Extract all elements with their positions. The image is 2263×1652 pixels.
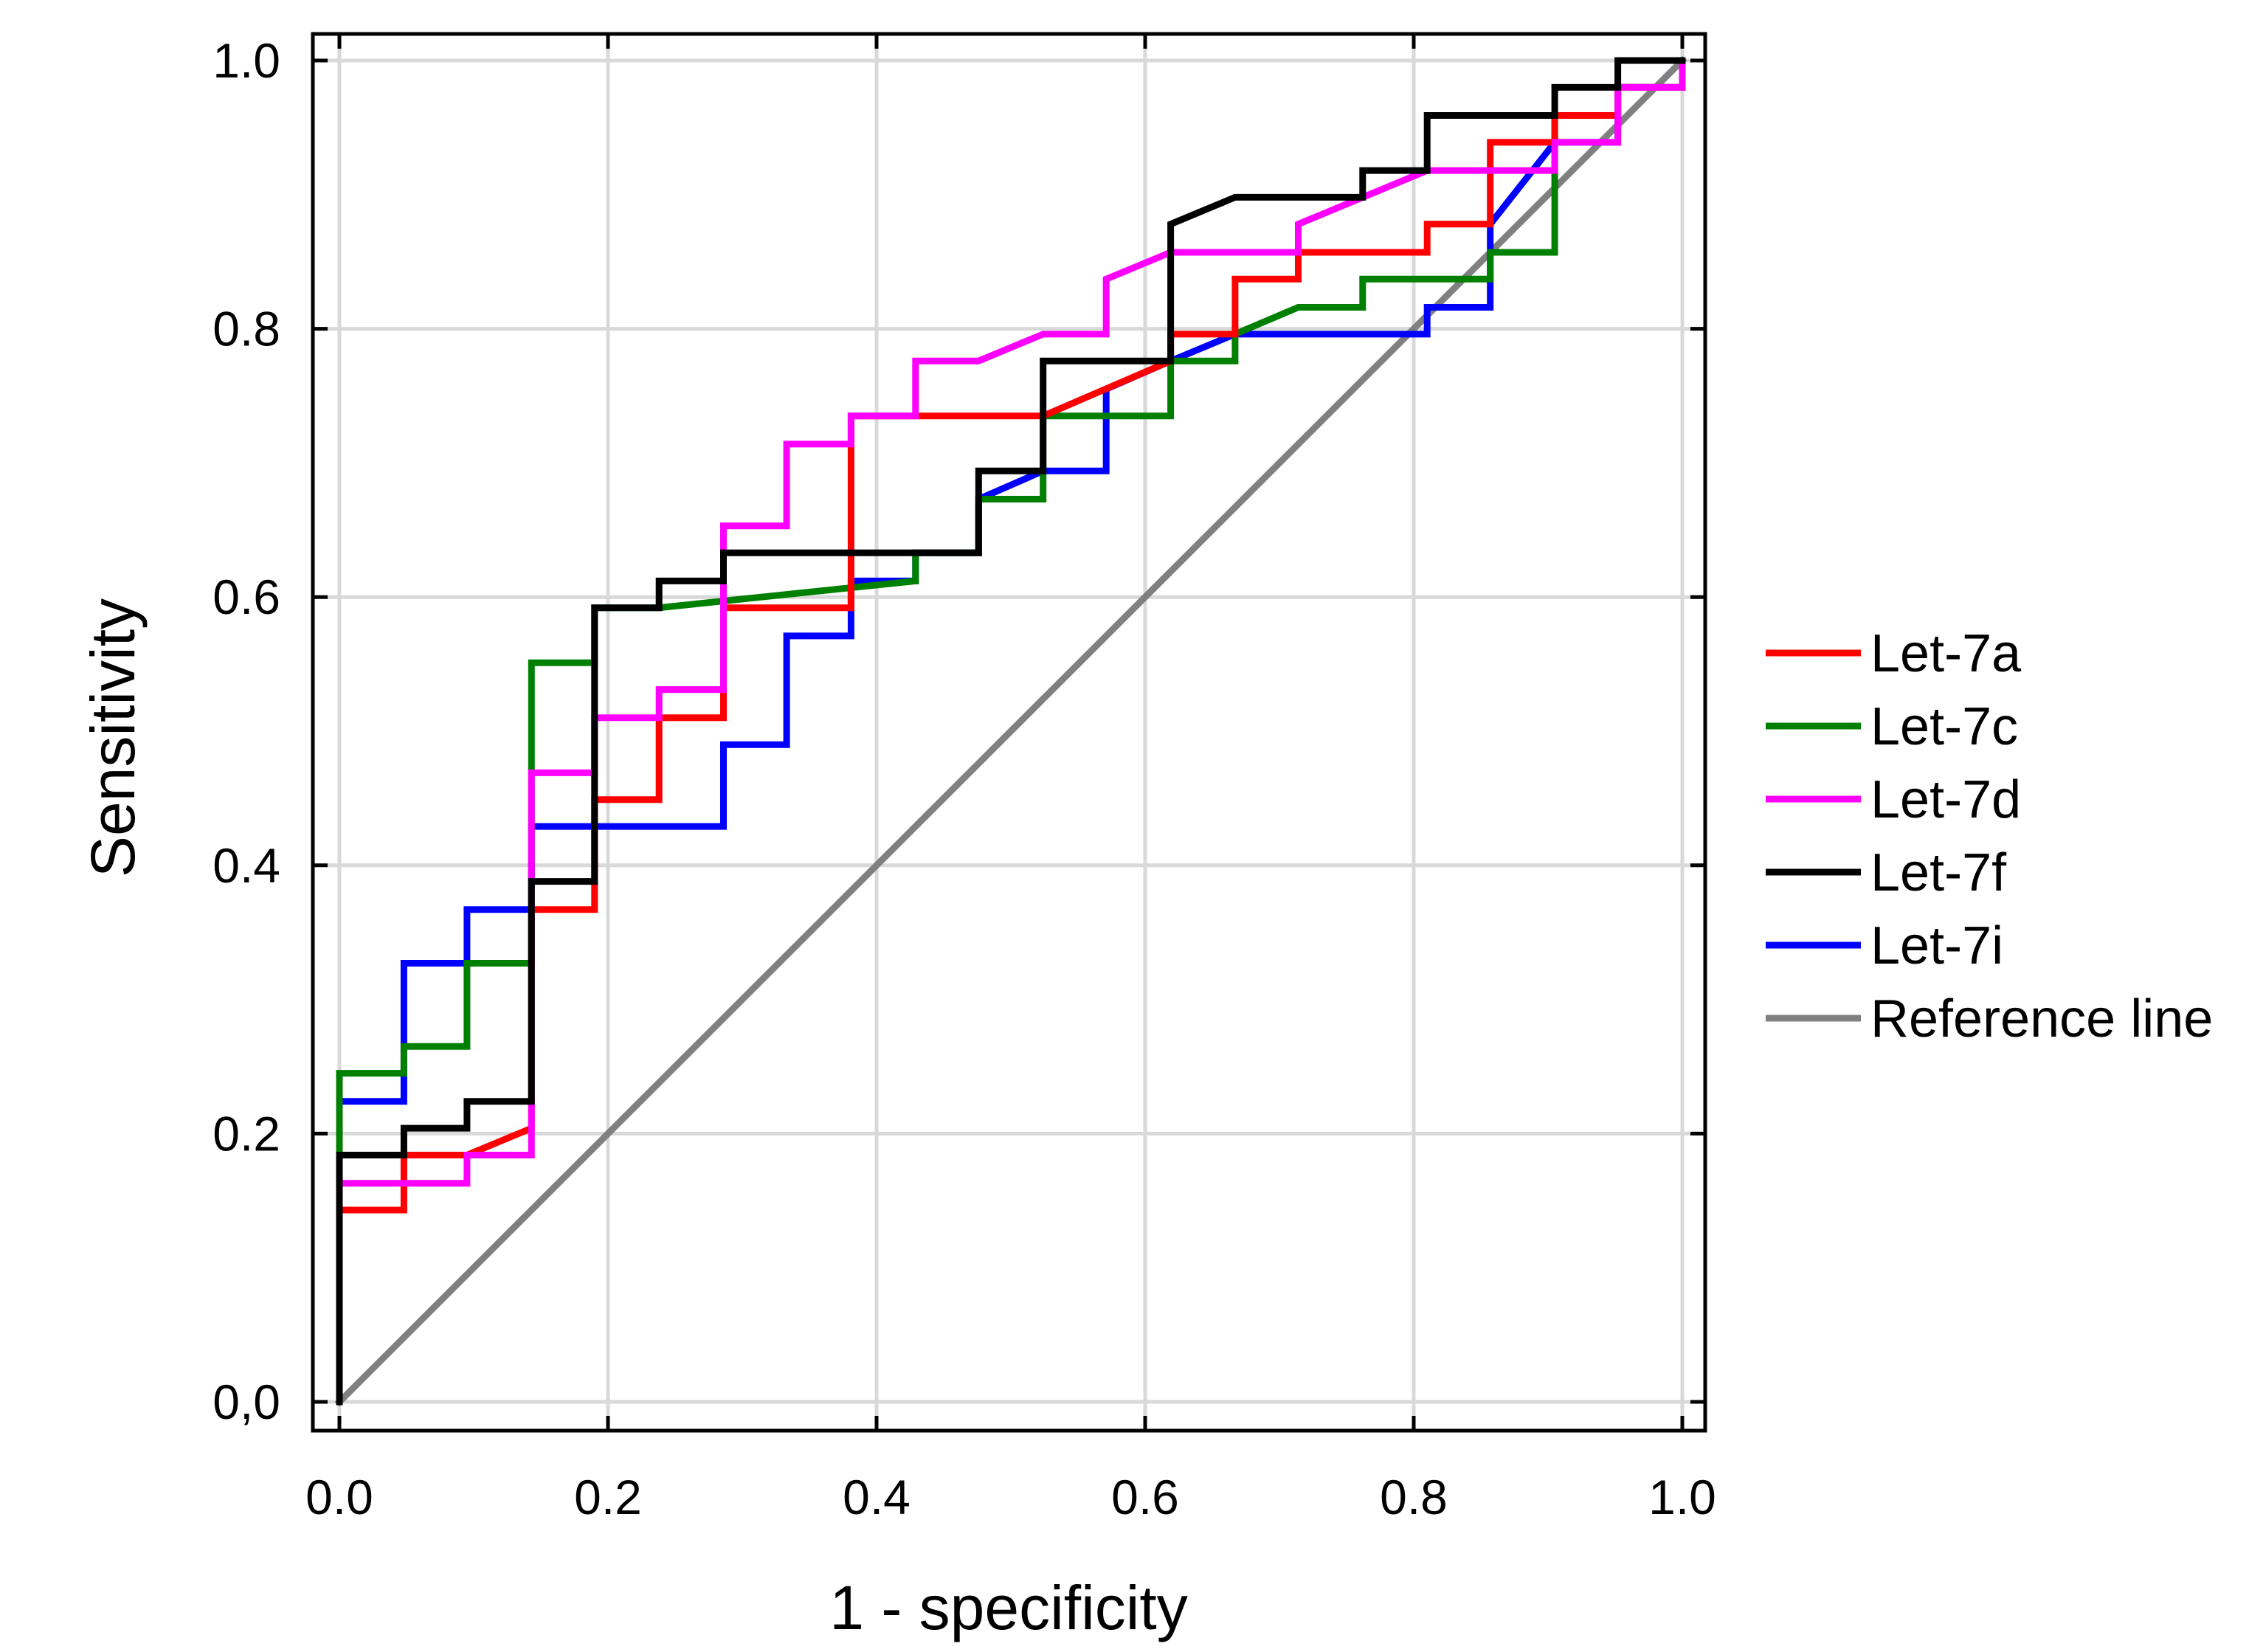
legend-label-let-7i: Let-7i: [1870, 916, 2003, 975]
x-tick-label: 0.2: [574, 1470, 642, 1524]
series-line-let-7f: [336, 57, 1686, 1406]
plot-frame: [311, 32, 1707, 1433]
legend-label-let-7c: Let-7c: [1870, 697, 2018, 756]
legend-label-let-7a: Let-7a: [1870, 624, 2022, 683]
series-line-let-7d: [336, 57, 1686, 1406]
y-tick-label: 0.6: [213, 570, 280, 624]
x-tick-label: 0.4: [843, 1470, 911, 1524]
x-tick-label: 0.0: [305, 1470, 373, 1524]
series-line-reference-line: [334, 55, 1687, 1407]
series-lines: [334, 55, 1687, 1407]
y-axis-label: Sensitivity: [78, 598, 148, 877]
y-tick-label: 0,0: [213, 1375, 280, 1429]
x-tick-label: 1.0: [1648, 1470, 1716, 1524]
legend-label-let-7d: Let-7d: [1870, 770, 2021, 829]
y-tick-label: 0.4: [213, 838, 280, 893]
gridlines: [313, 34, 1705, 1431]
x-tick-label: 0.8: [1380, 1470, 1448, 1524]
legend-label-reference-line: Reference line: [1870, 989, 2213, 1048]
legend: Let-7a Let-7c Let-7d Let-7f Let-7i Reference …: [1766, 624, 2213, 1048]
y-tick-label: 0.8: [213, 302, 280, 356]
legend-label-let-7f: Let-7f: [1870, 843, 2007, 902]
x-tick-label: 0.6: [1111, 1470, 1179, 1524]
y-tick-label: 0.2: [213, 1106, 280, 1161]
axis-ticks: 0.0 0.2 0.4 0.6 0.8 1.0 0,0 0.2 0.4 0.6 0.8 1.0: [213, 33, 1716, 1524]
y-tick-label: 1.0: [213, 33, 280, 88]
x-axis-label: 1 - specificity: [829, 1573, 1187, 1642]
